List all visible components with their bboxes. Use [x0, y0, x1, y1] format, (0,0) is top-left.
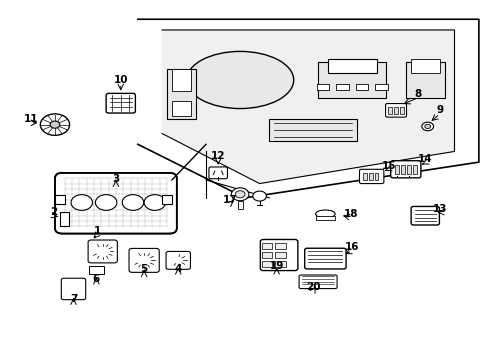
Text: 19: 19	[270, 261, 284, 271]
Text: 12: 12	[211, 152, 225, 161]
Bar	[172, 102, 192, 116]
FancyBboxPatch shape	[106, 93, 135, 113]
Text: 15: 15	[382, 161, 396, 171]
Circle shape	[235, 191, 245, 198]
Bar	[411, 59, 440, 73]
Bar	[374, 173, 378, 180]
Text: 18: 18	[344, 209, 359, 219]
Bar	[363, 173, 367, 180]
Circle shape	[231, 188, 249, 201]
Bar	[394, 107, 398, 113]
Text: 13: 13	[433, 203, 447, 213]
Text: 9: 9	[436, 105, 443, 115]
Bar	[369, 173, 373, 180]
Text: 5: 5	[141, 264, 148, 274]
Bar	[262, 243, 272, 249]
FancyBboxPatch shape	[391, 161, 421, 178]
Bar	[336, 85, 348, 90]
FancyBboxPatch shape	[411, 206, 440, 225]
FancyBboxPatch shape	[129, 248, 159, 273]
Circle shape	[96, 195, 117, 210]
Bar	[60, 212, 69, 226]
Bar	[389, 107, 392, 113]
FancyBboxPatch shape	[360, 169, 384, 184]
FancyBboxPatch shape	[88, 240, 117, 263]
Text: 3: 3	[112, 174, 120, 184]
Bar	[162, 195, 172, 204]
Ellipse shape	[316, 210, 335, 218]
Bar	[275, 243, 286, 249]
Bar	[262, 261, 272, 267]
Bar	[406, 62, 445, 98]
Circle shape	[71, 195, 93, 210]
Bar	[167, 69, 196, 119]
Bar	[318, 62, 386, 98]
Bar	[172, 69, 192, 91]
Circle shape	[40, 114, 70, 135]
Bar	[55, 195, 65, 204]
Circle shape	[253, 191, 267, 201]
Bar	[400, 107, 404, 113]
Text: 1: 1	[94, 226, 101, 236]
FancyBboxPatch shape	[166, 251, 191, 269]
Bar	[270, 119, 357, 141]
FancyBboxPatch shape	[260, 239, 298, 271]
Text: 17: 17	[223, 195, 238, 204]
Bar	[275, 252, 286, 258]
Text: 8: 8	[415, 89, 421, 99]
Bar	[328, 59, 376, 73]
Bar	[262, 252, 272, 258]
Polygon shape	[138, 19, 479, 198]
Text: 10: 10	[114, 75, 128, 85]
FancyBboxPatch shape	[55, 173, 177, 234]
Circle shape	[122, 195, 144, 210]
Circle shape	[422, 122, 434, 131]
Circle shape	[144, 195, 166, 210]
Text: 4: 4	[174, 264, 182, 274]
Bar	[275, 261, 286, 267]
Bar	[238, 202, 243, 208]
Text: 6: 6	[93, 274, 100, 284]
Text: 7: 7	[70, 294, 77, 303]
FancyBboxPatch shape	[299, 275, 337, 289]
Bar	[413, 165, 416, 174]
FancyBboxPatch shape	[209, 167, 227, 179]
Text: 11: 11	[24, 114, 38, 124]
Bar	[395, 165, 399, 174]
Polygon shape	[162, 30, 455, 184]
Bar	[317, 85, 329, 90]
Circle shape	[50, 121, 60, 128]
Bar	[401, 165, 405, 174]
Text: 16: 16	[345, 242, 360, 252]
Bar	[356, 85, 368, 90]
FancyBboxPatch shape	[61, 278, 86, 300]
Bar	[407, 165, 411, 174]
FancyBboxPatch shape	[305, 248, 346, 269]
Bar	[89, 266, 104, 274]
Text: 20: 20	[306, 282, 320, 292]
Text: 2: 2	[50, 207, 58, 217]
FancyBboxPatch shape	[386, 104, 407, 117]
Bar	[316, 216, 335, 220]
Bar	[375, 85, 388, 90]
Ellipse shape	[187, 51, 294, 109]
Circle shape	[425, 124, 431, 129]
Text: 14: 14	[418, 154, 433, 164]
